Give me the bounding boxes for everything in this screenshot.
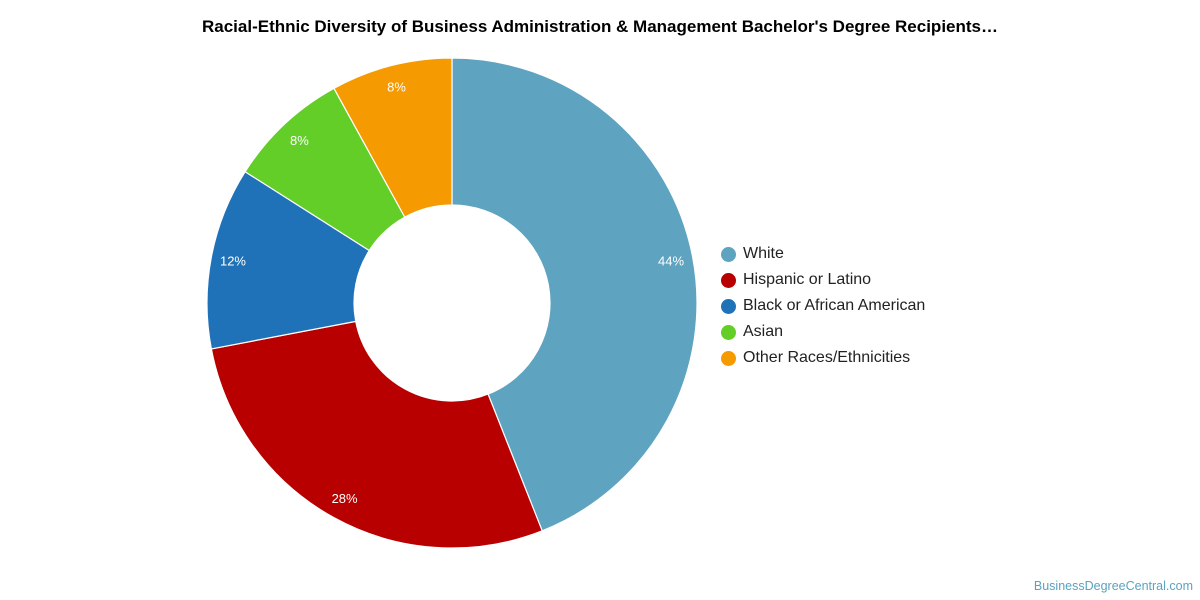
legend-item-white[interactable]: White: [721, 241, 925, 267]
legend-label: Hispanic or Latino: [743, 271, 872, 288]
slice-other-races-ethnicities[interactable]: [333, 57, 453, 218]
source-credit[interactable]: BusinessDegreeCentral.com: [1033, 579, 1193, 593]
slice-hispanic-or-latino[interactable]: [210, 320, 543, 549]
data-label-black-or-african-american: 12%: [220, 254, 246, 269]
legend-item-other-races-ethnicities[interactable]: Other Races/Ethnicities: [721, 345, 925, 371]
data-label-other-races-ethnicities: 8%: [387, 80, 406, 95]
chart-title: Racial-Ethnic Diversity of Business Admi…: [201, 17, 998, 36]
data-label-white: 44%: [658, 254, 684, 269]
legend-item-asian[interactable]: Asian: [721, 319, 925, 345]
legend-item-black-or-african-american[interactable]: Black or African American: [721, 293, 925, 319]
legend-marker-hispanic-or-latino: [721, 272, 736, 288]
legend-marker-other-races-ethnicities: [721, 350, 736, 366]
data-label-hispanic-or-latino: 28%: [332, 491, 358, 506]
legend-label: Asian: [743, 323, 784, 340]
legend-item-hispanic-or-latino[interactable]: Hispanic or Latino: [721, 267, 925, 293]
legend-marker-white: [721, 246, 736, 262]
data-label-asian: 8%: [290, 133, 309, 148]
legend-label: Black or African American: [743, 297, 926, 314]
legend-marker-black-or-african-american: [721, 298, 736, 314]
legend-label: White: [743, 245, 784, 262]
chart-legend: White Hispanic or Latino Black or Africa…: [721, 241, 925, 371]
slice-black-or-african-american[interactable]: [206, 170, 371, 350]
legend-label: Other Races/Ethnicities: [743, 349, 911, 366]
slice-white[interactable]: [451, 57, 698, 532]
legend-marker-asian: [721, 324, 736, 340]
